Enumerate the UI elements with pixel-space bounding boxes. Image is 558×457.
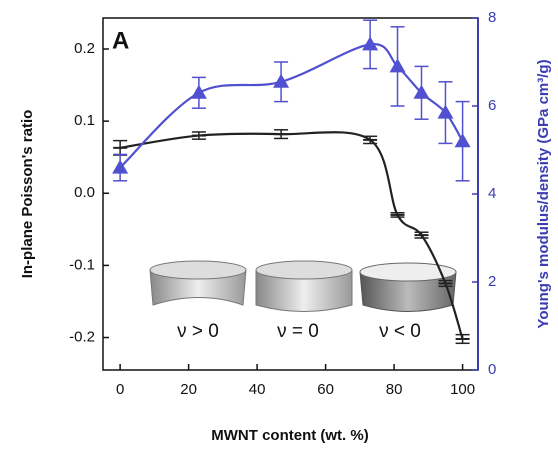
y2-tick-label: 0 — [488, 361, 496, 378]
y2-tick-label: 8 — [488, 9, 496, 26]
point — [437, 104, 454, 119]
annotation: ν < 0 — [379, 321, 421, 342]
point — [362, 36, 379, 51]
point — [112, 159, 129, 174]
y-axis-label: In-plane Poisson's ratio — [19, 110, 36, 279]
y2-tick-label: 2 — [488, 273, 496, 290]
point — [190, 84, 207, 99]
x-tick-label: 0 — [116, 381, 124, 398]
ring-icons — [149, 260, 457, 312]
point — [389, 58, 406, 73]
panel-label: A — [112, 27, 129, 54]
y-tick-label: 0.0 — [74, 184, 95, 201]
x-tick-label: 40 — [249, 381, 266, 398]
y-tick-label: -0.2 — [69, 329, 95, 346]
y-tick-label: -0.1 — [69, 256, 95, 273]
x-tick-label: 20 — [180, 381, 197, 398]
point — [413, 84, 430, 99]
annotation: ν = 0 — [277, 321, 319, 342]
y-tick-label: 0.1 — [74, 112, 95, 129]
series-line — [119, 43, 464, 169]
y2-axis-label: Young's modulus/density (GPa cm³/g) — [535, 59, 552, 328]
point — [273, 73, 290, 88]
y2-tick-label: 6 — [488, 97, 496, 114]
y2-tick-label: 4 — [488, 185, 496, 202]
x-tick-label: 100 — [450, 381, 475, 398]
y-tick-label: 0.2 — [74, 40, 95, 57]
x-tick-label: 80 — [386, 381, 403, 398]
annotation: ν > 0 — [177, 321, 219, 342]
x-tick-label: 60 — [317, 381, 334, 398]
x-axis-label: MWNT content (wt. %) — [211, 427, 368, 444]
point — [454, 133, 471, 148]
